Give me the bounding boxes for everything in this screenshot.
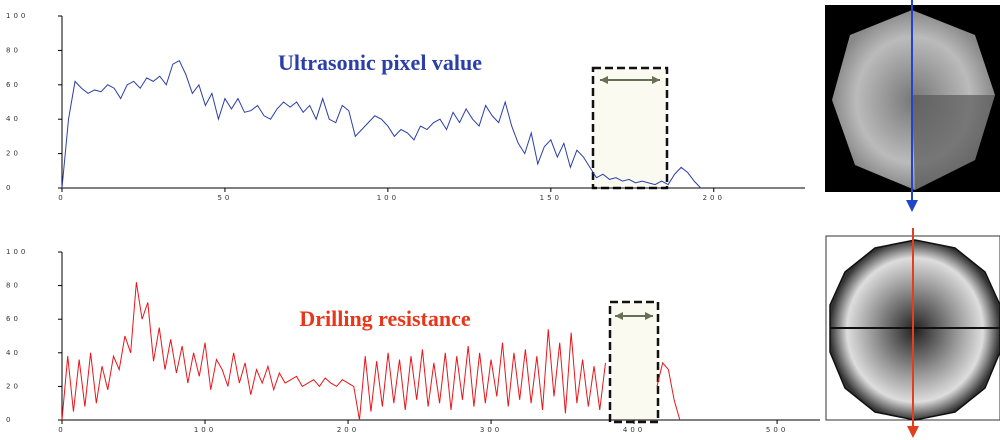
x-tick-label: 0 [58, 194, 65, 202]
y-tick-label: 0 [6, 416, 13, 424]
x-tick-label: 400 [623, 426, 645, 434]
x-tick-label: 150 [540, 194, 562, 202]
y-tick-label: 40 [6, 349, 21, 357]
x-tick-label: 100 [377, 194, 399, 202]
y-tick-label: 80 [6, 282, 21, 290]
x-tick-label: 50 [217, 194, 232, 202]
page: Ultrasonic pixel value Drilling resistan… [0, 0, 1000, 440]
y-tick-label: 100 [6, 12, 28, 20]
y-tick-label: 0 [6, 184, 13, 192]
x-tick-label: 200 [337, 426, 359, 434]
chart: Ultrasonic pixel value Drilling resistan… [0, 0, 1000, 440]
y-tick-label: 80 [6, 46, 21, 54]
chart-title: Drilling resistance [299, 306, 471, 331]
x-tick-label: 300 [480, 426, 502, 434]
x-tick-label: 0 [58, 426, 65, 434]
y-tick-label: 60 [6, 81, 21, 89]
tomogram-image [825, 0, 1000, 212]
data-line [62, 282, 680, 420]
tomogram-image [826, 228, 1000, 438]
annotation-box [610, 302, 658, 422]
x-tick-label: 500 [766, 426, 788, 434]
y-tick-label: 20 [6, 150, 21, 158]
y-tick-label: 20 [6, 382, 21, 390]
y-tick-label: 40 [6, 115, 21, 123]
chart-title: Ultrasonic pixel value [278, 50, 482, 75]
y-tick-label: 60 [6, 315, 21, 323]
y-tick-label: 100 [6, 248, 28, 256]
x-tick-label: 200 [703, 194, 725, 202]
annotation-box [593, 68, 667, 188]
x-tick-label: 100 [194, 426, 216, 434]
